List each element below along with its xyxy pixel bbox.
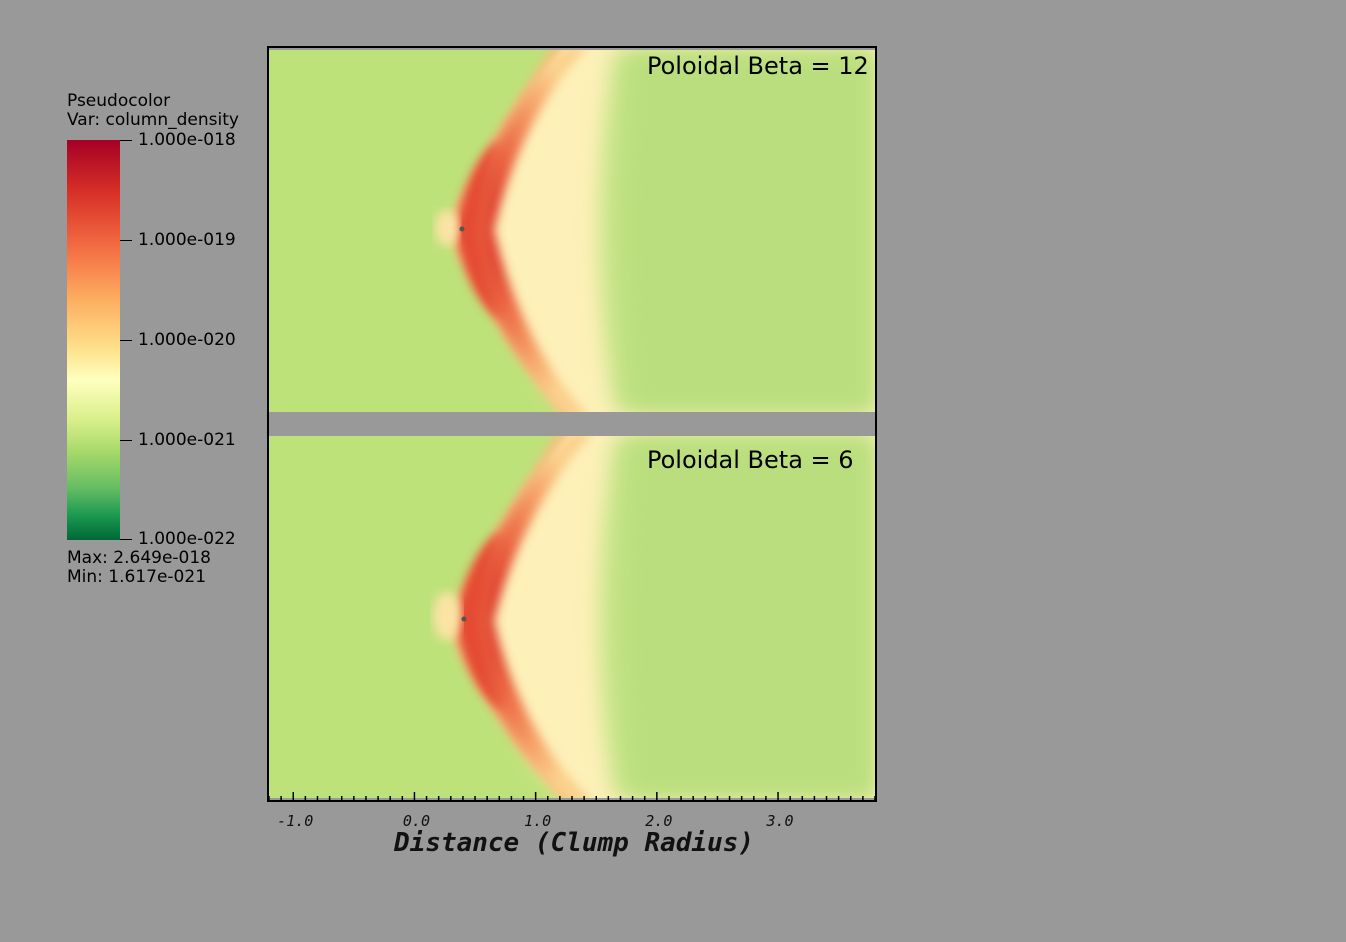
legend-variable: Var: column_density [67, 110, 239, 130]
x-axis-minor-ticks [268, 796, 876, 800]
colorbar-tick-label: 1.000e-020 [138, 330, 236, 350]
legend-min: Min: 1.617e-021 [67, 567, 207, 587]
density-map-bottom [269, 436, 875, 798]
legend-title: Pseudocolor [67, 91, 171, 111]
colorbar-tick-label: 1.000e-022 [138, 529, 236, 549]
x-axis-tick-labels: -1.0 0.0 1.0 2.0 3.0 [277, 812, 793, 830]
colorbar-tick-label: 1.000e-019 [138, 230, 236, 250]
x-tick-label: -1.0 [277, 812, 313, 830]
colorbar-tick [120, 440, 132, 441]
x-tick-label: 1.0 [524, 812, 551, 830]
plot-panel-top: Poloidal Beta = 12 [269, 50, 875, 412]
colorbar-tick [120, 340, 132, 341]
legend-max: Max: 2.649e-018 [67, 548, 211, 568]
x-axis-major-ticks [292, 792, 779, 800]
panel-label-top: Poloidal Beta = 12 [647, 52, 869, 80]
colorbar-tick-label: 1.000e-021 [138, 430, 236, 450]
x-tick-label: 0.0 [403, 812, 430, 830]
x-tick-label: 2.0 [645, 812, 672, 830]
panel-label-bottom: Poloidal Beta = 6 [647, 446, 854, 474]
colorbar-tick [120, 240, 132, 241]
plot-panel-bottom: Poloidal Beta = 6 [269, 436, 875, 798]
x-axis-label: Distance (Clump Radius) [393, 828, 755, 858]
density-map-top [269, 50, 875, 412]
colorbar-tick-label: 1.000e-018 [138, 130, 236, 150]
colorbar [67, 140, 120, 540]
colorbar-tick [120, 140, 132, 141]
colorbar-tick [120, 539, 132, 540]
x-tick-label: 3.0 [765, 812, 793, 830]
